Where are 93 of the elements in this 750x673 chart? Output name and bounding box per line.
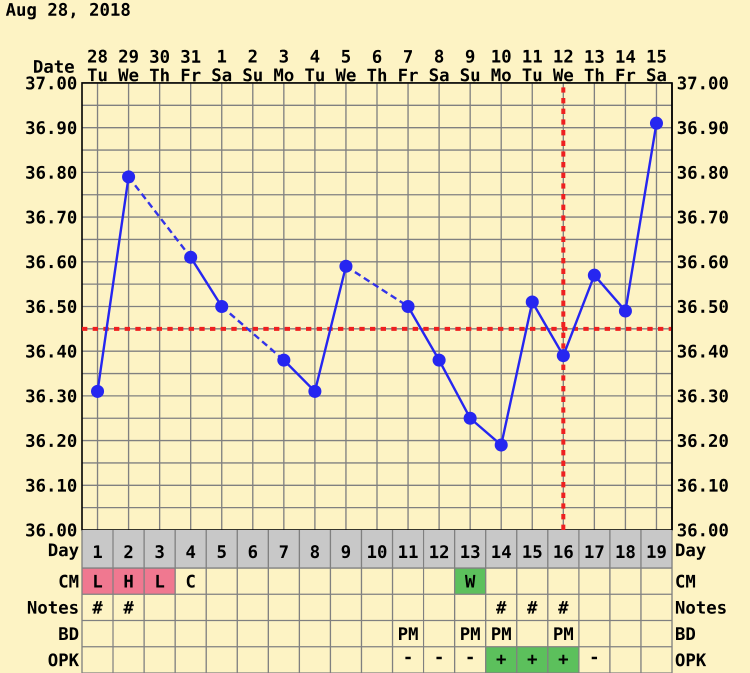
x-tick-label: 11 Tu: [522, 50, 542, 82]
x-tick-label: 6 Th: [367, 50, 386, 82]
text: #: [527, 601, 538, 614]
text: PM: [399, 627, 418, 640]
y-tick-label: CM: [59, 574, 78, 588]
y2-tick-label: 36.80: [678, 166, 728, 179]
x-tick-label: 10: [368, 545, 386, 558]
x-tick-label: 13 Th: [584, 50, 604, 82]
x-tick-label: 28 Tu: [88, 50, 107, 82]
text: PM: [492, 627, 511, 640]
y-tick-label: 36.10: [26, 478, 76, 492]
x-tick-label: 4 Tu: [305, 50, 324, 82]
text: #: [92, 601, 103, 614]
text: C: [186, 574, 195, 588]
x-tick-label: 17: [586, 545, 604, 558]
x-tick-label: 9: [342, 545, 350, 558]
y-tick-label: OPK: [48, 653, 80, 666]
x-tick-label: 12 We: [552, 50, 574, 82]
y2-tick-label: 36.00: [678, 523, 728, 537]
text: Day: [676, 544, 706, 560]
x-tick-label: 1: [94, 545, 102, 558]
y2-tick-label: 36.50: [678, 300, 728, 314]
text: -: [436, 656, 442, 660]
x-tick-label: 18: [616, 545, 635, 558]
x-tick-label: 10 Mo: [492, 50, 511, 82]
text: +: [528, 654, 537, 664]
y2-tick-label: 36.20: [678, 434, 728, 448]
text: PM: [461, 627, 480, 640]
y2-tick-label: 36.40: [678, 344, 728, 358]
x-tick-label: 29 We: [118, 50, 138, 82]
x-tick-label: 5 We: [336, 50, 356, 82]
text: -: [467, 656, 473, 660]
text: #: [123, 601, 134, 614]
y-tick-label: BD: [59, 627, 78, 640]
x-tick-label: 12: [430, 545, 448, 558]
x-tick-label: 3 Mo: [274, 50, 294, 82]
y-tick-label: 36.50: [26, 300, 76, 314]
text: #: [558, 601, 568, 614]
y2-tick-label: 36.10: [678, 478, 728, 492]
x-axis-title: Date: [34, 60, 74, 73]
chart-title: Aug 28, 2018: [6, 2, 130, 20]
x-tick-label: 9 Su: [460, 50, 480, 82]
text: W: [464, 574, 476, 588]
x-tick-label: 14: [492, 545, 511, 558]
x-tick-label: 2 Su: [243, 50, 262, 82]
text: #: [496, 601, 506, 614]
text: -: [405, 656, 411, 660]
x-tick-label: 19: [648, 545, 666, 558]
x-tick-label: 16: [554, 545, 573, 558]
x-tick-label: 13: [461, 545, 480, 558]
y-tick-label: 36.40: [26, 344, 76, 358]
y2-tick-label: OPK: [676, 653, 706, 666]
x-tick-label: 7: [280, 545, 288, 558]
y-tick-label: 36.70: [26, 210, 76, 224]
y2-tick-label: Notes: [676, 600, 726, 614]
x-tick-label: 6: [248, 545, 258, 558]
text: +: [558, 654, 568, 664]
y2-tick-label: 36.70: [678, 210, 728, 224]
y-tick-label: 36.00: [26, 523, 76, 537]
y2-tick-label: 37.00: [678, 76, 728, 90]
x-tick-label: 15: [523, 545, 542, 558]
text: H: [124, 574, 133, 588]
y-tick-label: 36.60: [26, 255, 76, 268]
x-tick-label: 31 Fr: [181, 50, 200, 82]
x-tick-label: 1 Sa: [212, 50, 232, 82]
x-axis-title: Day: [48, 544, 79, 560]
x-tick-label: 14 Fr: [616, 50, 636, 82]
y-tick-label: Notes: [28, 600, 78, 614]
text: L: [156, 574, 164, 588]
y-tick-label: 36.90: [26, 121, 76, 134]
text: +: [496, 654, 506, 664]
y2-tick-label: BD: [676, 627, 696, 640]
x-tick-label: 15 Sa: [647, 50, 666, 82]
text: L: [94, 574, 102, 588]
x-tick-label: 8: [310, 545, 320, 558]
y2-tick-label: 36.60: [678, 255, 728, 268]
y2-tick-label: 36.30: [678, 389, 728, 402]
x-tick-label: 8 Sa: [430, 50, 448, 82]
text: -: [592, 656, 598, 660]
x-tick-label: 5: [218, 545, 226, 558]
y2-tick-label: CM: [676, 574, 696, 588]
x-tick-label: 11: [399, 545, 418, 558]
y2-tick-label: 36.90: [678, 121, 728, 134]
text: PM: [554, 627, 574, 640]
y-tick-label: 36.20: [26, 434, 76, 448]
y-tick-label: 36.30: [26, 389, 76, 402]
y-tick-label: 36.80: [26, 166, 76, 179]
x-tick-label: 3: [155, 545, 164, 558]
x-tick-label: 30 Th: [150, 50, 170, 82]
y-tick-label: 37.00: [26, 76, 76, 90]
x-tick-label: 4: [186, 545, 196, 558]
x-tick-label: 7 Fr: [399, 50, 418, 82]
x-tick-label: 2: [124, 545, 132, 558]
